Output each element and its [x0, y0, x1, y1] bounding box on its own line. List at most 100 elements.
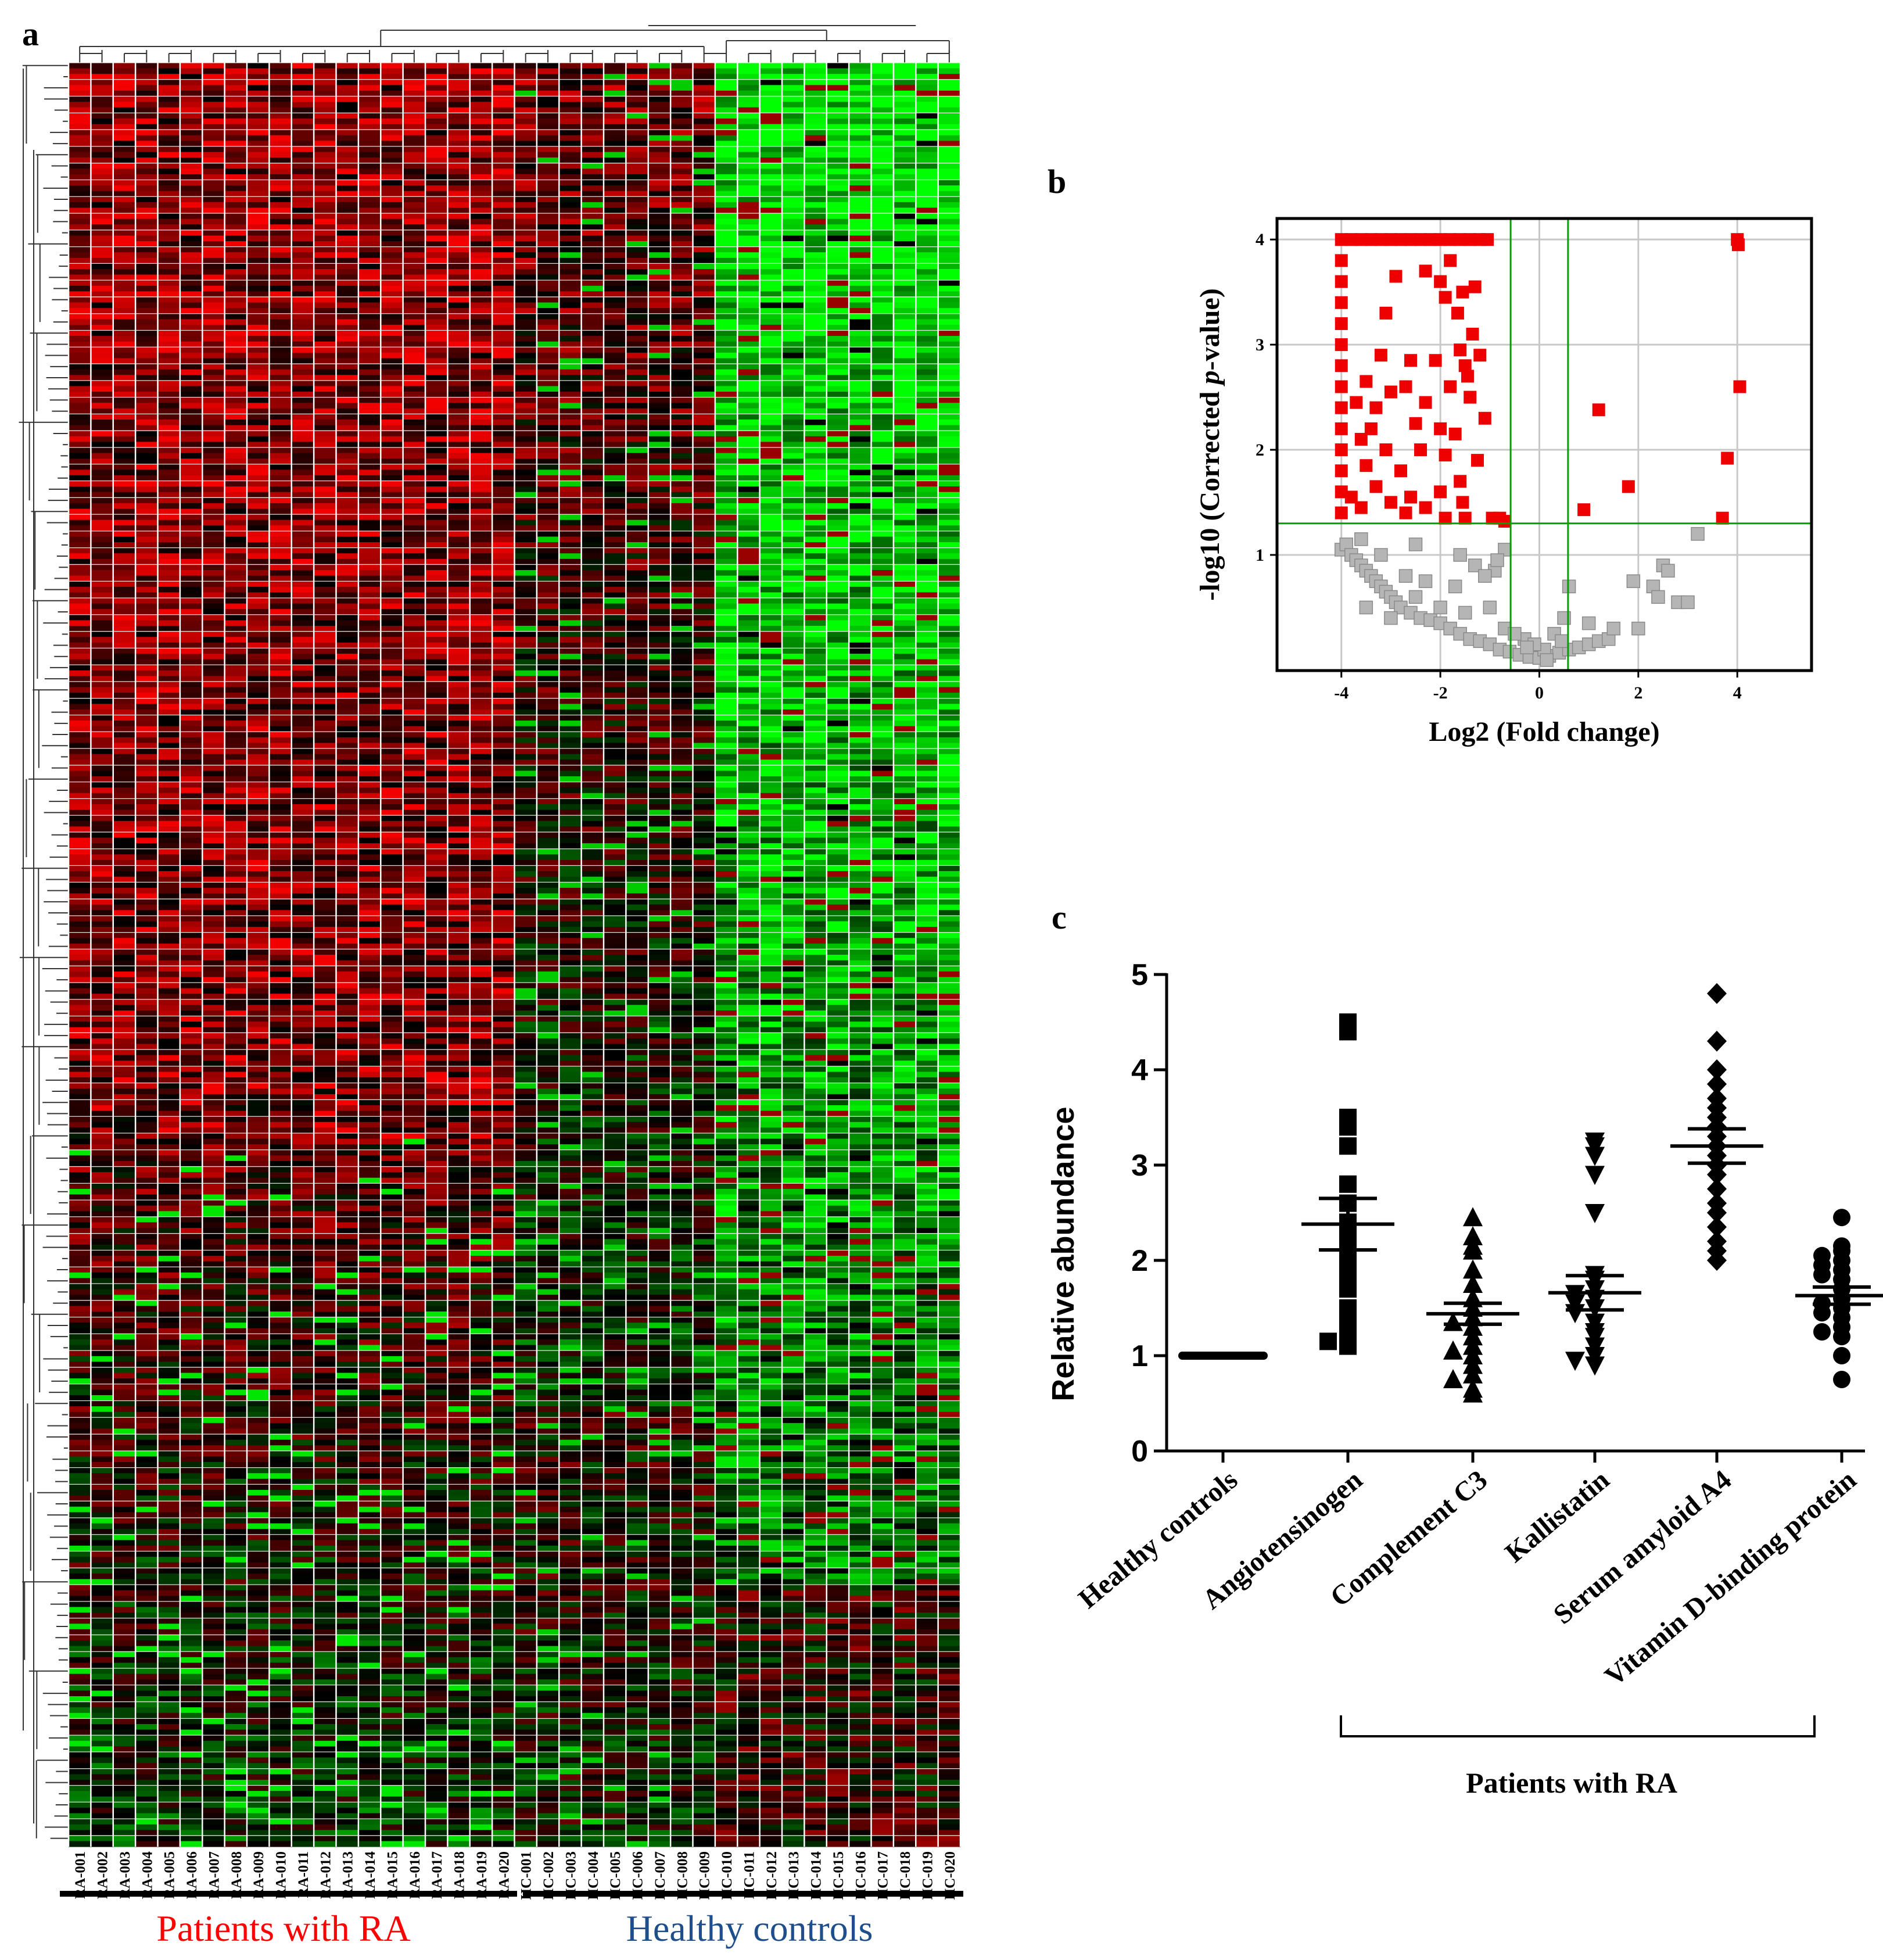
heatmap-cell [224, 1295, 248, 1301]
heatmap-cell [91, 1289, 114, 1295]
heatmap-cell [314, 1356, 337, 1362]
heatmap-cell [69, 1361, 91, 1368]
heatmap-cell [269, 1295, 292, 1301]
heatmap-cell [358, 1060, 381, 1067]
heatmap-cell [224, 1534, 248, 1540]
heatmap-cell [91, 1083, 114, 1089]
heatmap-cell [135, 230, 159, 236]
heatmap-cell [269, 180, 292, 186]
heatmap-cell [381, 458, 404, 465]
heatmap-cell [157, 442, 181, 448]
heatmap-cell [69, 1155, 91, 1162]
heatmap-cell [202, 163, 225, 169]
heatmap-cell [157, 1389, 181, 1396]
heatmap-cell [69, 1596, 91, 1602]
heatmap-cell [69, 1523, 91, 1529]
heatmap-cell [336, 157, 359, 164]
heatmap-cell [91, 1022, 114, 1028]
heatmap-cell [157, 1083, 181, 1089]
heatmap-cell [202, 1729, 225, 1736]
heatmap-cell [336, 1450, 359, 1457]
heatmap-cell [202, 525, 225, 532]
heatmap-cell [291, 1350, 314, 1357]
heatmap-cell [113, 960, 136, 966]
heatmap-cell [69, 1261, 91, 1267]
heatmap-cell [180, 776, 203, 783]
heatmap-cell [135, 113, 159, 119]
heatmap-cell [291, 971, 314, 977]
heatmap-cell [113, 1049, 136, 1056]
heatmap-cell [157, 453, 181, 459]
heatmap-cell [157, 1557, 181, 1563]
heatmap-cell [314, 274, 337, 281]
heatmap-cell [358, 1384, 381, 1390]
heatmap-cell [180, 999, 203, 1005]
heatmap-cell [291, 375, 314, 381]
heatmap-cell [202, 1434, 225, 1441]
heatmap-cell [157, 603, 181, 610]
heatmap-cell [180, 620, 203, 626]
heatmap-cell [291, 107, 314, 113]
heatmap-cell [247, 1674, 270, 1680]
heatmap-cell [202, 470, 225, 476]
heatmap-cell [224, 938, 248, 944]
heatmap-cell [69, 196, 91, 203]
heatmap-cell [135, 977, 159, 983]
heatmap-cell [135, 447, 159, 454]
heatmap-cell [269, 497, 292, 504]
heatmap-cell [91, 938, 114, 944]
heatmap-cell [247, 1830, 270, 1836]
heatmap-cell [291, 1506, 314, 1513]
heatmap-cell [202, 1233, 225, 1239]
heatmap-cell [291, 1540, 314, 1546]
heatmap-cell [314, 207, 337, 214]
heatmap-cell [113, 876, 136, 883]
heatmap-cell [381, 665, 404, 671]
heatmap-cell [291, 1289, 314, 1295]
heatmap-cell [157, 1796, 181, 1803]
heatmap-cell [291, 241, 314, 248]
heatmap-cell [135, 1807, 159, 1814]
heatmap-cell [381, 1038, 404, 1044]
heatmap-cell [336, 1685, 359, 1691]
heatmap-cell [381, 1088, 404, 1095]
heatmap-cell [113, 1345, 136, 1351]
heatmap-cell [91, 737, 114, 743]
heatmap-cell [180, 553, 203, 560]
heatmap-cell [91, 1478, 114, 1485]
heatmap-cell [224, 285, 248, 292]
heatmap-cell [269, 1378, 292, 1385]
heatmap-cell [247, 447, 270, 454]
heatmap-cell [224, 163, 248, 169]
heatmap-cell [291, 364, 314, 370]
heatmap-cell [157, 392, 181, 398]
heatmap-cell [202, 1038, 225, 1044]
heatmap-cell [381, 1400, 404, 1407]
heatmap-cell [180, 1105, 203, 1112]
heatmap-cell [113, 832, 136, 839]
heatmap-cell [202, 871, 225, 877]
heatmap-cell [381, 1105, 404, 1112]
heatmap-cell [135, 163, 159, 169]
heatmap-cell [381, 1445, 404, 1452]
heatmap-cell [247, 1395, 270, 1401]
heatmap-cell [336, 1613, 359, 1619]
heatmap-cell [314, 1144, 337, 1151]
heatmap-cell [69, 447, 91, 454]
heatmap-cell [336, 687, 359, 693]
heatmap-cell [135, 1149, 159, 1156]
heatmap-cell [157, 798, 181, 805]
heatmap-cell [113, 1373, 136, 1379]
heatmap-cell [291, 285, 314, 292]
heatmap-cell [381, 1188, 404, 1195]
heatmap-cell [358, 291, 381, 298]
heatmap-cell [269, 609, 292, 615]
heatmap-cell [224, 1066, 248, 1072]
heatmap-cell [91, 1350, 114, 1357]
heatmap-cell [269, 341, 292, 347]
heatmap-cell [91, 1635, 114, 1641]
heatmap-cell [336, 319, 359, 325]
heatmap-cell [69, 341, 91, 347]
heatmap-cell [180, 1395, 203, 1401]
heatmap-cell [180, 1579, 203, 1585]
